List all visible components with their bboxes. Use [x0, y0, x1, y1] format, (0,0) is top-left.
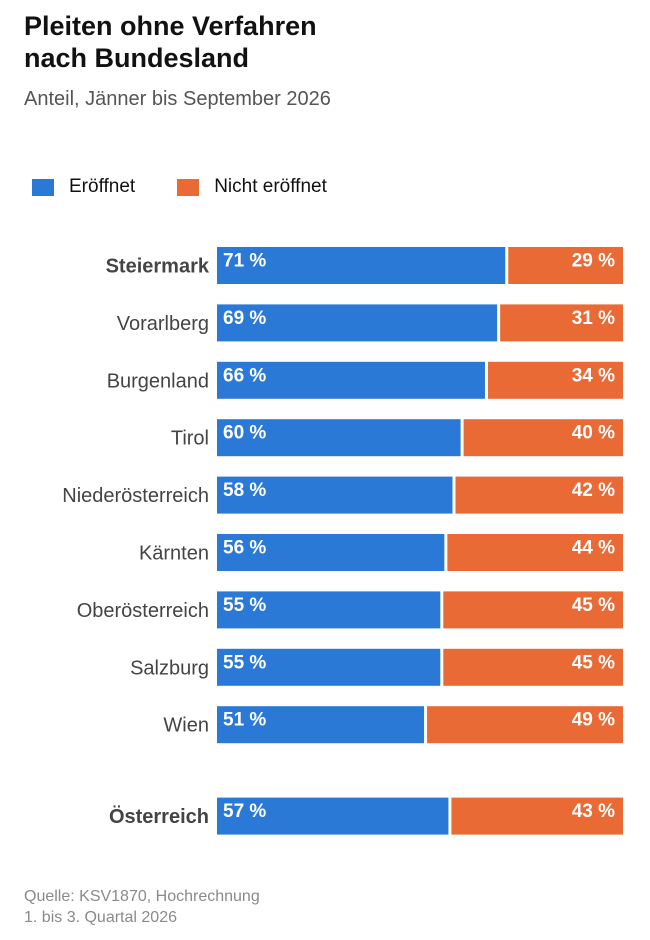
- legend-item-nicht-eroeffnet: Nicht eröffnet: [177, 176, 327, 198]
- chart-subtitle: Anteil, Jänner bis September 2026: [24, 88, 331, 110]
- chart-title-line-1: Pleiten ohne Verfahren: [24, 11, 317, 41]
- category-label-burgenland: Burgenland: [107, 370, 209, 392]
- value-label-nicht-eroeffnet-oesterreich: 43 %: [572, 801, 615, 822]
- bar-eroeffnet-niederoesterreich: [217, 476, 453, 514]
- category-label-kaernten: Kärnten: [139, 543, 209, 565]
- bar-nicht-eroeffnet-tirol: [463, 419, 623, 457]
- bar-nicht-eroeffnet-oesterreich: [451, 797, 623, 835]
- category-label-steiermark: Steiermark: [106, 256, 210, 278]
- legend-swatch-eroeffnet: [32, 178, 54, 196]
- bar-nicht-eroeffnet-oberoesterreich: [443, 591, 623, 629]
- legend-swatch-nicht-eroeffnet: [177, 178, 200, 196]
- bar-eroeffnet-salzburg: [217, 648, 441, 686]
- bar-eroeffnet-tirol: [217, 419, 461, 457]
- stacked-bar-chart: Steiermark 71 % 29 % Vorarlberg 69 % 31 % Burg…: [62, 247, 623, 835]
- category-label-salzburg: Salzburg: [130, 657, 209, 679]
- bar-nicht-eroeffnet-niederoesterreich: [455, 476, 623, 514]
- bar-eroeffnet-kaernten: [217, 534, 445, 571]
- bar-nicht-eroeffnet-kaernten: [447, 534, 623, 571]
- bar-nicht-eroeffnet-wien: [427, 706, 623, 744]
- bar-eroeffnet-oesterreich: [217, 797, 449, 835]
- value-label-nicht-eroeffnet-kaernten: 44 %: [572, 538, 615, 559]
- legend-item-eroeffnet: Eröffnet: [32, 176, 135, 198]
- chart-title: Pleiten ohne Verfahren nach Bundesland: [24, 10, 624, 74]
- category-label-vorarlberg: Vorarlberg: [117, 313, 209, 335]
- category-label-tirol: Tirol: [171, 428, 209, 450]
- value-label-nicht-eroeffnet-vorarlberg: 31 %: [572, 308, 615, 329]
- value-label-nicht-eroeffnet-oberoesterreich: 45 %: [572, 595, 615, 616]
- bar-eroeffnet-burgenland: [217, 361, 485, 399]
- value-label-eroeffnet-vorarlberg: 69 %: [223, 308, 266, 329]
- bar-eroeffnet-oberoesterreich: [217, 591, 441, 629]
- value-label-eroeffnet-wien: 51 %: [223, 710, 266, 731]
- source-line-1: Quelle: KSV1870, Hochrechnung: [24, 888, 260, 905]
- value-label-eroeffnet-tirol: 60 %: [223, 423, 266, 444]
- legend-label-nicht-eroeffnet: Nicht eröffnet: [214, 176, 327, 197]
- value-label-eroeffnet-oberoesterreich: 55 %: [223, 595, 266, 616]
- bar-nicht-eroeffnet-burgenland: [487, 361, 623, 399]
- value-label-nicht-eroeffnet-salzburg: 45 %: [572, 652, 615, 673]
- bar-nicht-eroeffnet-vorarlberg: [500, 304, 623, 342]
- value-label-eroeffnet-salzburg: 55 %: [223, 652, 266, 673]
- value-label-nicht-eroeffnet-niederoesterreich: 42 %: [572, 480, 615, 501]
- value-label-nicht-eroeffnet-burgenland: 34 %: [572, 365, 615, 386]
- value-label-nicht-eroeffnet-steiermark: 29 %: [572, 251, 615, 272]
- bar-nicht-eroeffnet-salzburg: [443, 648, 623, 686]
- bar-eroeffnet-vorarlberg: [217, 304, 498, 342]
- source-line-2: 1. bis 3. Quartal 2026: [24, 909, 177, 926]
- value-label-eroeffnet-steiermark: 71 %: [223, 251, 266, 272]
- bar-eroeffnet-wien: [217, 706, 425, 744]
- value-label-nicht-eroeffnet-wien: 49 %: [572, 710, 615, 731]
- category-label-wien: Wien: [163, 715, 209, 737]
- chart-title-line-2: nach Bundesland: [24, 43, 250, 73]
- value-label-eroeffnet-niederoesterreich: 58 %: [223, 480, 266, 501]
- bar-nicht-eroeffnet-steiermark: [508, 247, 623, 284]
- value-label-eroeffnet-kaernten: 56 %: [223, 538, 266, 559]
- value-label-eroeffnet-burgenland: 66 %: [223, 365, 266, 386]
- legend-label-eroeffnet: Eröffnet: [69, 176, 136, 197]
- value-label-eroeffnet-oesterreich: 57 %: [223, 801, 266, 822]
- value-label-nicht-eroeffnet-tirol: 40 %: [572, 423, 615, 444]
- bar-eroeffnet-steiermark: [217, 247, 506, 284]
- category-label-oesterreich: Österreich: [109, 805, 209, 828]
- category-label-niederoesterreich: Niederösterreich: [62, 485, 209, 507]
- source-note: Quelle: KSV1870, Hochrechnung 1. bis 3. …: [24, 886, 260, 928]
- category-label-oberoesterreich: Oberösterreich: [77, 600, 209, 622]
- chart-legend: Eröffnet Nicht eröffnet: [32, 173, 369, 201]
